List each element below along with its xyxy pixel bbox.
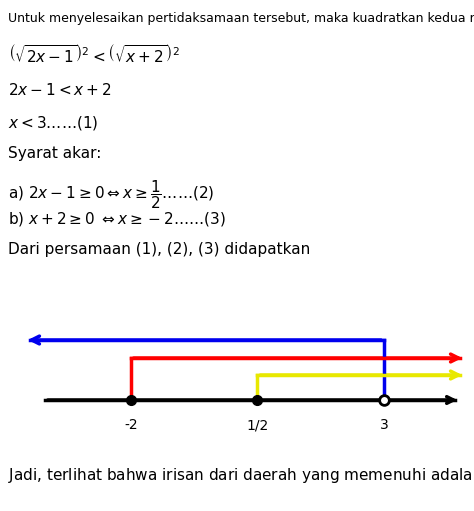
Text: Jadi, terlihat bahwa irisan dari daerah yang memenuhi adalah $\dfrac{1}{2} \leq : Jadi, terlihat bahwa irisan dari daerah … <box>8 460 474 493</box>
Text: Dari persamaan (1), (2), (3) didapatkan: Dari persamaan (1), (2), (3) didapatkan <box>8 242 310 257</box>
Text: Syarat akar:: Syarat akar: <box>8 146 101 161</box>
Text: 3: 3 <box>380 418 388 432</box>
Text: $\left(\sqrt{2x-1}\right)^2 < \left(\sqrt{x+2}\right)^2$: $\left(\sqrt{2x-1}\right)^2 < \left(\sqr… <box>8 44 180 66</box>
Text: Untuk menyelesaikan pertidaksamaan tersebut, maka kuadratkan kedua ruas: Untuk menyelesaikan pertidaksamaan terse… <box>8 12 474 25</box>
Text: 1/2: 1/2 <box>246 418 269 432</box>
Text: a) $2x - 1 \geq 0 \Leftrightarrow x \geq \dfrac{1}{2}\ldots\ldots(2)$: a) $2x - 1 \geq 0 \Leftrightarrow x \geq… <box>8 178 215 211</box>
Text: b) $x + 2 \geq 0 \;\Leftrightarrow x \geq -2 \ldots\ldots(3)$: b) $x + 2 \geq 0 \;\Leftrightarrow x \ge… <box>8 210 226 228</box>
Text: $2x - 1 < x + 2$: $2x - 1 < x + 2$ <box>8 82 112 98</box>
Text: -2: -2 <box>124 418 138 432</box>
Text: $x < 3 \ldots\ldots(1)$: $x < 3 \ldots\ldots(1)$ <box>8 114 99 132</box>
